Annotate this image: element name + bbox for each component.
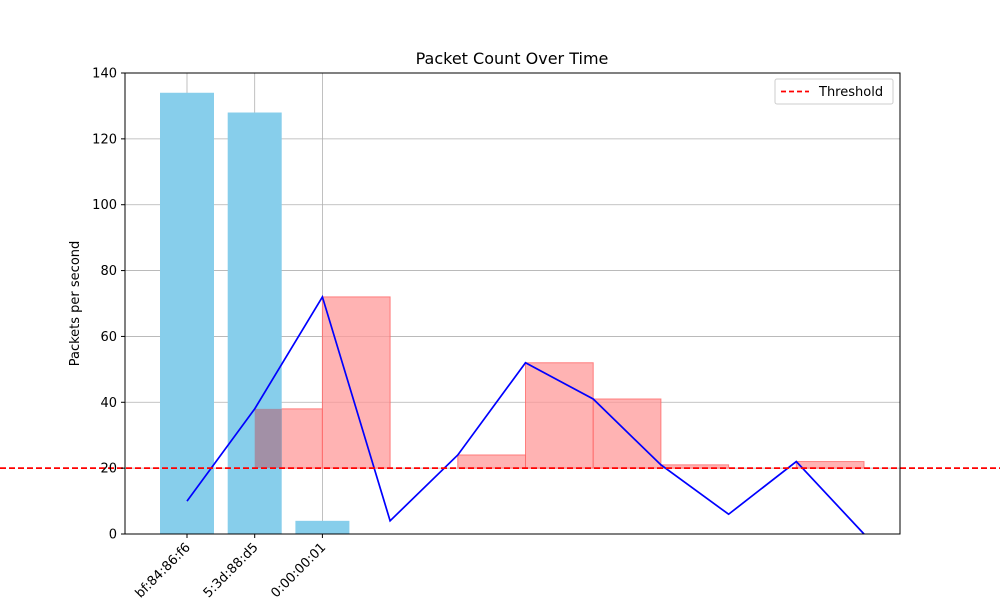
y-axis-ticks: 0 20 40 60 80 100 120 140 <box>92 67 125 543</box>
y-tick-label: 20 <box>100 462 117 477</box>
rate-line <box>186 294 865 535</box>
plot-frame <box>124 72 901 535</box>
exceedance-area <box>457 454 526 469</box>
y-tick-label: 0 <box>109 528 117 543</box>
legend-box <box>774 78 894 105</box>
threshold-exceedance-areas <box>254 296 865 469</box>
exceedance-area <box>321 296 391 469</box>
x-tick-label: 5:3d:88:d5 <box>201 540 262 600</box>
y-tick-label: 120 <box>92 132 117 147</box>
bar <box>227 112 282 534</box>
x-axis-ticks: bf:84:86:f6 5:3d:88:d5 0:00:00:01 <box>133 534 329 600</box>
packet-rate-line <box>186 294 865 535</box>
chart-title: Packet Count Over Time <box>416 49 609 68</box>
exceedance-area <box>795 461 865 469</box>
y-tick-label: 40 <box>100 396 117 411</box>
exceedance-area <box>525 362 594 469</box>
y-tick-label: 140 <box>92 67 117 82</box>
y-tick-label: 80 <box>100 264 117 279</box>
legend-threshold-label: Threshold <box>818 85 883 100</box>
bar-overlap-shade <box>254 408 282 469</box>
bar <box>295 520 350 534</box>
legend: Threshold <box>774 78 894 105</box>
x-tick-label: 0:00:00:01 <box>268 540 329 600</box>
y-tick-label: 100 <box>92 198 117 213</box>
bar <box>160 92 214 534</box>
y-axis-label: Packets per second <box>68 241 83 367</box>
x-tick-label: bf:84:86:f6 <box>133 540 194 600</box>
packet-bars <box>160 92 350 534</box>
y-tick-label: 60 <box>100 330 117 345</box>
